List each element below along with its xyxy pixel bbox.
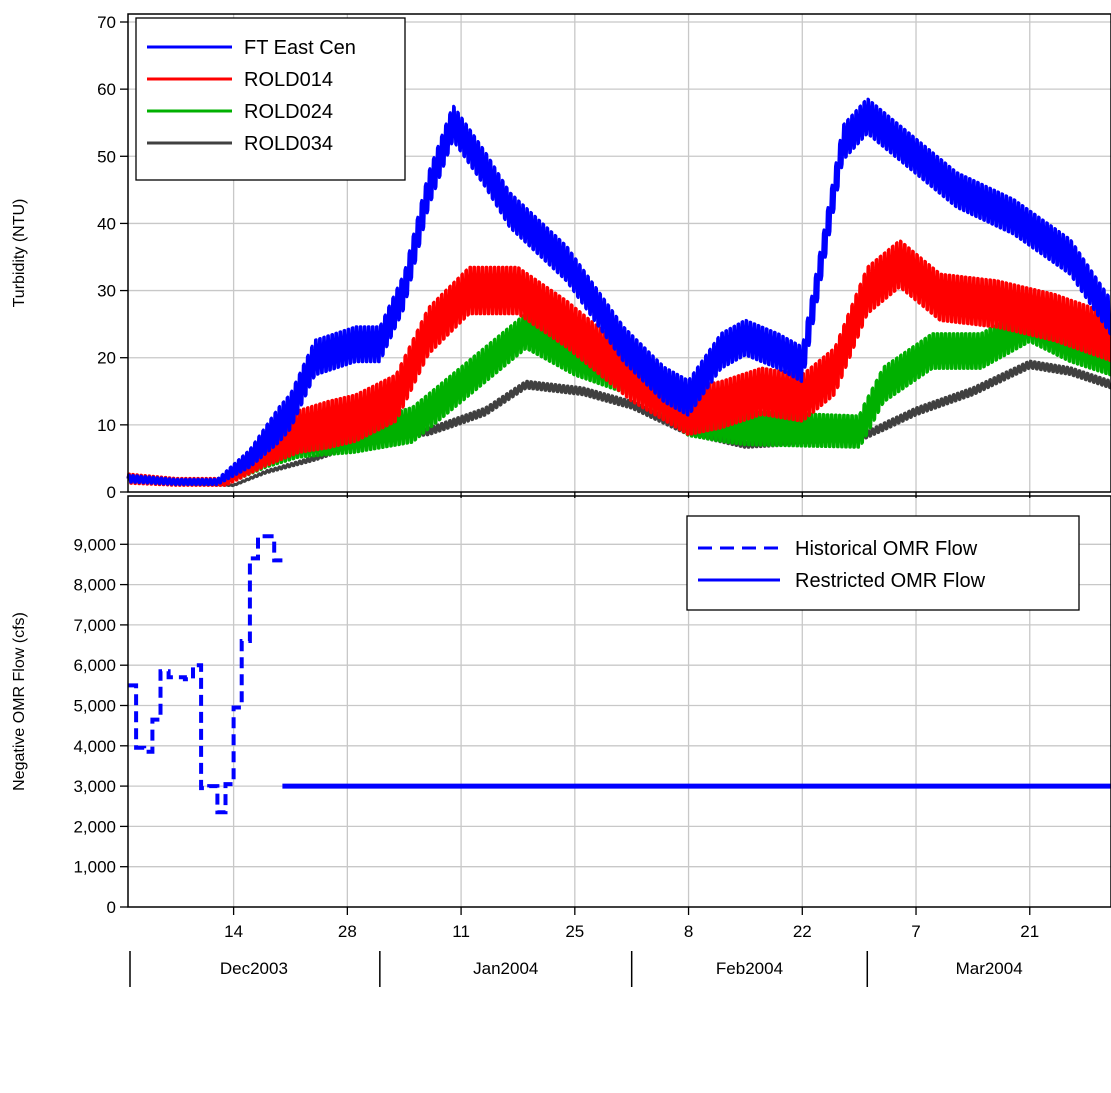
x-tick-label: 21 [1020,922,1039,941]
turbidity-axis-title: Turbidity (NTU) [11,199,28,308]
x-tick-label: 14 [224,922,243,941]
legend-label: Historical OMR Flow [795,538,978,560]
y-tick-label: 5,000 [73,697,116,716]
omr-flow-series-group [128,534,1111,815]
turbidity-legend-box [135,17,406,181]
y-tick-label: 7,000 [73,616,116,635]
y-tick-label: 1,000 [73,858,116,877]
x-tick-label: 28 [338,922,357,941]
x-tick-label: 22 [793,922,812,941]
omr-flow-panel: 0 1,000 2,000 3,000 4,000 5,000 6,000 7,000 8,00… [11,495,1111,917]
turbidity-legend: FT East Cen ROLD014 ROLD024 ROLD034 [135,17,406,181]
month-label: Dec2003 [220,959,288,978]
omr-flow-axis-title: Negative OMR Flow (cfs) [11,612,28,791]
y-tick-label: 30 [97,282,116,301]
x-tick-label: 11 [452,922,470,941]
historical-omr-flow-line [128,534,283,815]
y-tick-label: 20 [97,349,116,368]
x-tick-label: 25 [565,922,584,941]
legend-label: Restricted OMR Flow [795,570,986,592]
y-tick-label: 2,000 [73,817,116,836]
month-label: Feb2004 [716,959,783,978]
y-tick-label: 9,000 [73,535,116,554]
month-label: Jan2004 [473,959,538,978]
omr-flow-y-ticks: 0 1,000 2,000 3,000 4,000 5,000 6,000 7,000 8,00… [73,535,128,917]
y-tick-label: 8,000 [73,576,116,595]
legend-label: ROLD024 [244,101,333,123]
y-tick-label: 50 [97,147,116,166]
omr-flow-legend: Historical OMR Flow Restricted OMR Flow [686,515,1080,611]
y-tick-label: 6,000 [73,656,116,675]
y-tick-label: 3,000 [73,777,116,796]
y-tick-label: 4,000 [73,737,116,756]
month-label: Mar2004 [956,959,1023,978]
y-tick-label: 0 [107,898,116,917]
x-tick-label: 8 [684,922,693,941]
omr-legend-box [686,515,1080,611]
turbidity-series-group [126,97,1111,488]
y-tick-label: 40 [97,214,116,233]
y-tick-label: 70 [97,13,116,32]
y-tick-label: 0 [107,483,116,502]
omr-flow-plot-frame [127,495,1111,908]
date-axis: 14 28 11 25 8 22 7 21 Dec2003 Jan2004 Feb2004 Mar20… [129,492,1039,987]
turbidity-plot-frame [127,13,1111,493]
y-tick-label: 60 [97,80,116,99]
legend-label: ROLD034 [244,133,333,155]
turbidity-y-ticks: 0 10 20 30 40 50 60 70 [97,13,128,502]
y-tick-label: 10 [97,416,116,435]
legend-label: FT East Cen [244,37,356,59]
turbidity-line-rold034 [127,359,1111,488]
turbidity-panel: 0 10 20 30 40 50 60 70 Turbidity (NTU) FT East … [11,13,1111,502]
legend-label: ROLD014 [244,69,333,91]
x-tick-label: 7 [911,922,920,941]
turbidity-line-ft-east-cen [126,97,1111,486]
